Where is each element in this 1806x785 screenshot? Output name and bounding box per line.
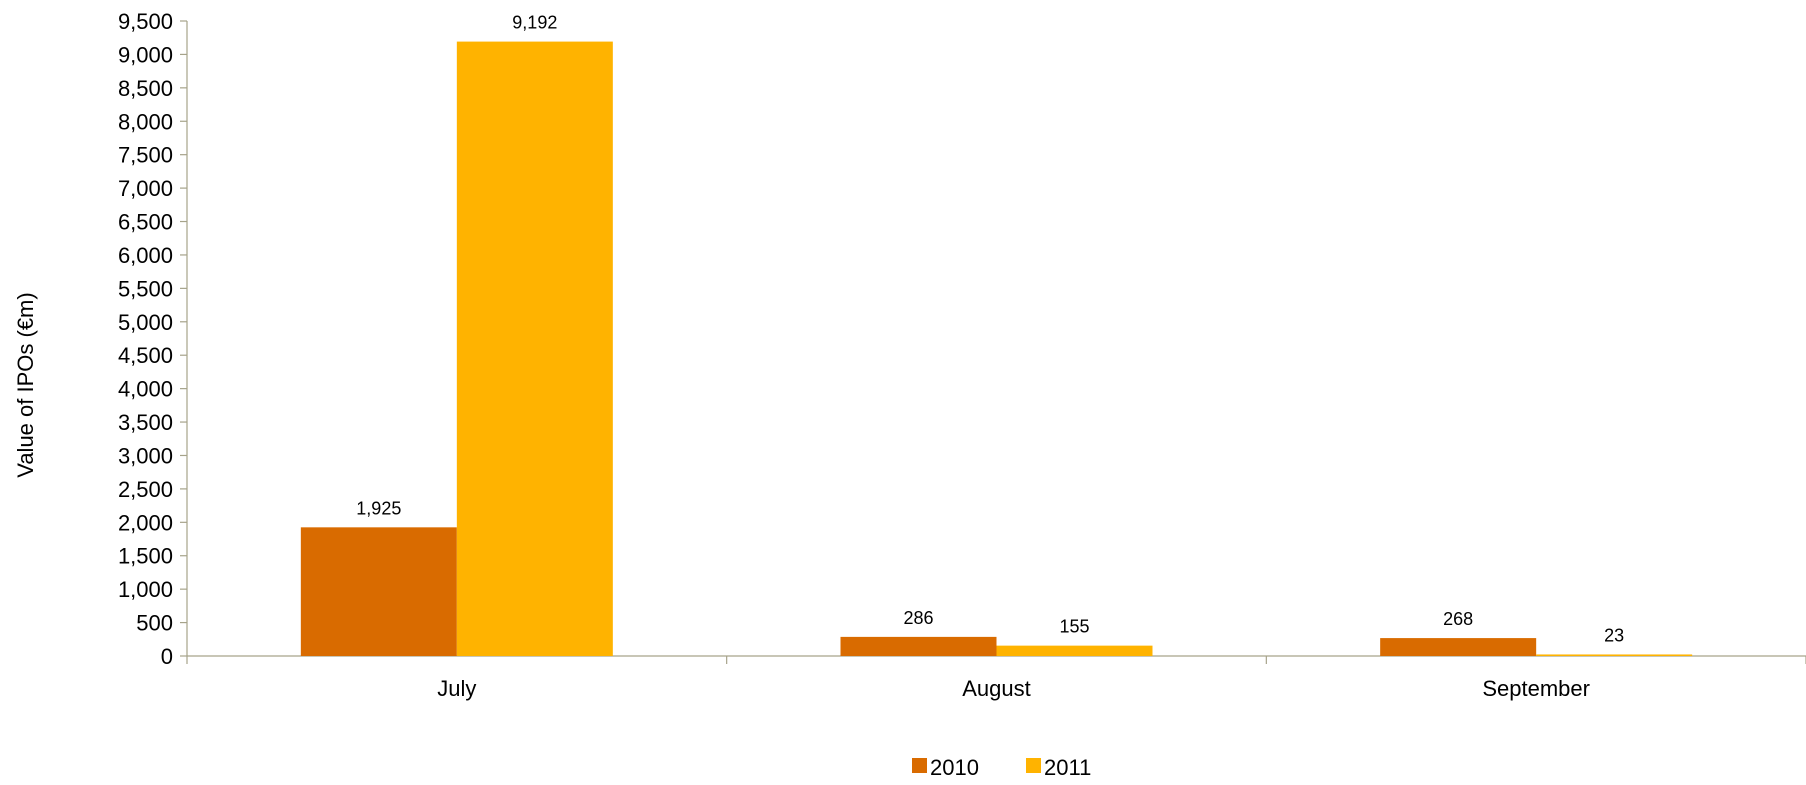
y-tick-label: 1,500 <box>118 544 173 569</box>
legend-swatch-2010 <box>912 758 927 773</box>
legend-swatch-2011 <box>1026 758 1041 773</box>
y-tick-label: 3,500 <box>118 410 173 435</box>
legend: 2010 2011 <box>912 755 1091 780</box>
data-label: 9,192 <box>512 13 557 33</box>
y-tick-label: 2,500 <box>118 477 173 502</box>
legend-label: 2011 <box>1044 755 1091 780</box>
y-tick-label: 8,000 <box>118 109 173 134</box>
y-tick-label: 8,500 <box>118 76 173 101</box>
y-tick-label: 4,500 <box>118 343 173 368</box>
bar-2011-september <box>1536 654 1693 656</box>
data-label: 268 <box>1443 609 1473 629</box>
y-tick-label: 0 <box>161 644 173 669</box>
y-tick-label: 2,000 <box>118 510 173 535</box>
y-tick-label: 6,000 <box>118 243 173 268</box>
y-tick-label: 7,500 <box>118 143 173 168</box>
data-label: 1,925 <box>356 498 401 518</box>
y-tick-label: 5,000 <box>118 310 173 335</box>
plot-area: 0 500 1,000 1,500 2,000 2,500 3,000 3,500 4,000 4… <box>118 9 1806 701</box>
x-category-label: September <box>1482 676 1590 701</box>
data-label: 23 <box>1604 625 1624 645</box>
bar-2010-july <box>300 527 457 656</box>
y-axis-title: Value of IPOs (€m) <box>13 292 38 477</box>
y-tick-label: 5,500 <box>118 276 173 301</box>
x-category-label: July <box>437 676 476 701</box>
bar-2010-august <box>840 636 997 656</box>
data-label: 155 <box>1059 617 1089 637</box>
legend-label: 2010 <box>930 755 979 780</box>
y-tick-label: 500 <box>136 611 173 636</box>
bar-2011-august <box>996 645 1153 656</box>
y-tick-label: 7,000 <box>118 176 173 201</box>
data-label: 286 <box>903 608 933 628</box>
y-tick-label: 6,500 <box>118 210 173 235</box>
bar-2010-september <box>1380 638 1537 656</box>
y-tick-label: 1,000 <box>118 577 173 602</box>
y-tick-label: 9,500 <box>118 9 173 34</box>
y-tick-label: 3,000 <box>118 443 173 468</box>
y-tick-label: 4,000 <box>118 377 173 402</box>
x-category-label: August <box>962 676 1031 701</box>
y-tick-label: 9,000 <box>118 42 173 67</box>
bar-2011-july <box>456 41 613 657</box>
